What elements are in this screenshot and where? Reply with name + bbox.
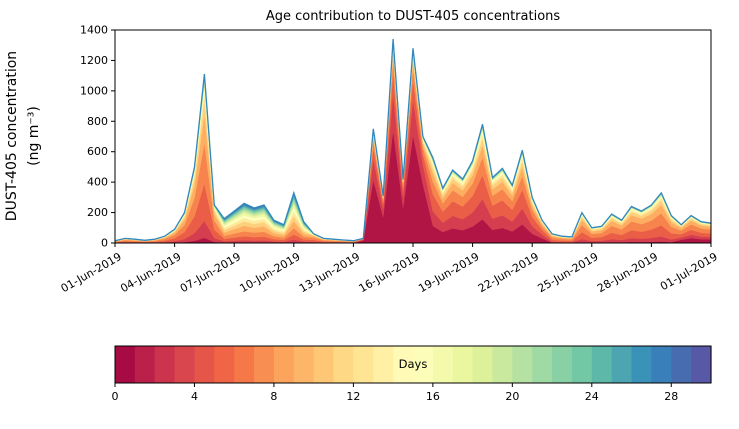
colorbar-segment [254, 346, 275, 383]
colorbar-segment [651, 346, 672, 383]
colorbar-segment [115, 346, 136, 383]
colorbar-segment [631, 346, 652, 383]
colorbar-segment [472, 346, 494, 383]
y-axis-label-line2: (ng m⁻³) [26, 106, 42, 166]
colorbar-tick-label: 12 [346, 390, 360, 403]
plot-area: 0 200 400 600 800 1000 1200 1400 01-Jun-201904-J… [59, 24, 720, 296]
y-tick-label: 1200 [80, 54, 108, 67]
colorbar-segment [353, 346, 374, 383]
y-tick-label: 1400 [80, 24, 108, 37]
colorbar-segment [154, 346, 176, 383]
colorbar-tick-label: 8 [270, 390, 277, 403]
y-tick-label: 400 [87, 176, 108, 189]
colorbar-segment [373, 346, 394, 383]
colorbar-segment [214, 346, 235, 383]
y-tick-label: 600 [87, 145, 108, 158]
x-tick-label: 19-Jun-2019 [416, 250, 481, 295]
colorbar-segment [273, 346, 295, 383]
x-tick-label: 10-Jun-2019 [237, 250, 302, 295]
y-tick-label: 200 [87, 206, 108, 219]
colorbar-segment [591, 346, 613, 383]
colorbar-segment [691, 346, 712, 383]
colorbar-tick-label: 20 [505, 390, 519, 403]
colorbar-segment [333, 346, 354, 383]
colorbar-tick-label: 24 [585, 390, 599, 403]
colorbar-segment [293, 346, 315, 383]
colorbar-outline [114, 345, 712, 384]
chart-title: Age contribution to DUST-405 concentrati… [266, 9, 561, 24]
colorbar-segment [492, 346, 513, 383]
colorbar: 0 4 8 12 16 20 24 28 [112, 345, 712, 403]
y-tick-label: 800 [87, 115, 108, 128]
colorbar-segment [432, 346, 454, 383]
y-tick-label: 0 [101, 237, 108, 250]
colorbar-tick-label: 0 [112, 390, 119, 403]
colorbar-segment [532, 346, 553, 383]
colorbar-segment [313, 346, 335, 383]
colorbar-segment [413, 346, 434, 383]
colorbar-tick-label: 16 [426, 390, 440, 403]
colorbar-segment [512, 346, 533, 383]
colorbar-tick-label: 4 [191, 390, 198, 403]
x-tick-label: 28-Jun-2019 [595, 250, 660, 295]
colorbar-tick-label: 28 [664, 390, 678, 403]
x-tick-label: 01-Jun-2019 [59, 250, 124, 295]
colorbar-segment [671, 346, 692, 383]
colorbar-segment [611, 346, 633, 383]
colorbar-segment [452, 346, 474, 383]
colorbar-segment [134, 346, 156, 383]
colorbar-segment [571, 346, 593, 383]
colorbar-segment [174, 346, 196, 383]
colorbar-segment [393, 346, 414, 383]
x-tick-label: 07-Jun-2019 [178, 250, 243, 295]
colorbar-segment [194, 346, 215, 383]
y-axis-label-line1: DUST-405 concentration [4, 51, 20, 221]
colorbar-label: Days [399, 357, 428, 371]
y-tick-label: 1000 [80, 84, 108, 97]
x-tick-label: 16-Jun-2019 [357, 250, 422, 295]
x-tick-label: 22-Jun-2019 [476, 250, 541, 295]
x-tick-label: 13-Jun-2019 [297, 250, 362, 295]
colorbar-segment [234, 346, 255, 383]
stack-top-line [114, 39, 712, 242]
colorbar-segment [552, 346, 573, 383]
x-tick-label: 25-Jun-2019 [535, 250, 600, 295]
x-tick-label: 01-Jul-2019 [658, 250, 720, 293]
x-tick-label: 04-Jun-2019 [118, 250, 183, 295]
